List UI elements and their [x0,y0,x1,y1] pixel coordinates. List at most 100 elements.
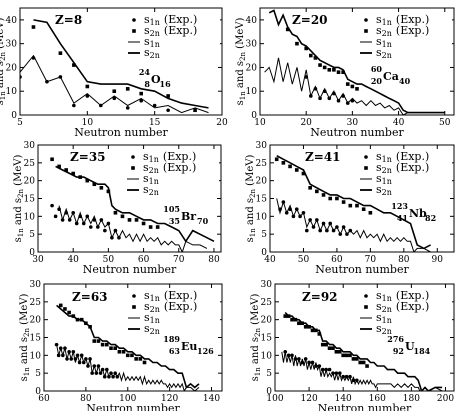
data-point-s2n-exp [112,89,117,94]
data-point-s2n-exp [71,171,75,176]
panel-z35: 30 40 50 60 70 80 0 5 10 15 20 25 30 Neutron number s1… [13,141,222,276]
data-point-s1n-exp [53,214,58,219]
data-point-s2n-exp [120,214,125,219]
y-tick-label: 25 [24,159,36,169]
y-tick-label: 10 [30,351,42,361]
y-tick-label: 5 [35,369,41,379]
data-point-s2n-exp [127,218,132,222]
legend-label: s2n [144,46,160,60]
y-tick-label: 15 [30,334,42,344]
data-point-s2n-exp [113,346,117,350]
x-axis-label: Neutron number [318,402,412,411]
data-point-s2n-exp [317,332,322,336]
series-s1n-exp [278,200,353,236]
legend-label: s2n (Exp.) [144,300,197,314]
legend-label: s1n [376,35,392,49]
nucleus-proton-number: 41 [397,213,408,223]
data-point-s2n-exp [63,307,67,311]
data-point-s1n-exp [72,103,76,108]
x-tick-label: 100 [266,394,283,404]
series-line-s2n-th [33,19,209,109]
data-point-s2n-exp [327,346,332,350]
data-point-s2n-exp [297,321,301,326]
legend-label: s1n (Exp.) [144,13,197,27]
data-point-s2n-exp [295,41,299,46]
data-point-s2n-exp [358,360,363,365]
nucleus-neutron-number: 82 [425,213,436,223]
plot-frame [19,7,223,116]
y-tick-label: 0 [11,111,17,121]
data-point-s2n-exp [125,353,130,358]
y-tick-label: 5 [29,230,35,240]
legend-background [358,12,452,59]
y-tick-label: 25 [261,298,273,308]
nucleus-label: 60 20 Ca 40 [371,64,411,86]
series-line-s1n-th [281,351,443,391]
z-label: Z=63 [72,290,108,304]
y-tick-label: 25 [256,159,268,169]
legend-marker-square [364,305,368,309]
y-axis-label: s1n and s2n (MeV) [0,18,7,106]
series-line-s1n-th [20,54,209,114]
y-tick-label: 25 [30,298,42,308]
nucleus-proton-number: 8 [144,79,150,89]
data-point-s2n-exp [92,182,97,187]
series-s2n-exp [274,157,373,215]
x-tick-label: 10 [82,118,94,128]
series-line-s2n-th [56,304,200,389]
legend-marker-circle [364,155,368,159]
x-axis-label: Neutron number [310,126,404,139]
series-line-s1n-th [264,57,445,115]
legend-label: s1n [376,172,392,186]
x-tick-label: 180 [403,394,420,404]
y-tick-label: 30 [30,280,42,290]
legend-background [126,288,220,335]
data-point-s2n-exp [166,94,170,98]
data-point-s2n-exp [121,349,126,354]
panel-z8: 5 10 15 20 0 10 20 30 40 Neutron number s1n and s2… [0,7,228,139]
data-point-s2n-exp [322,65,327,70]
data-point-s2n-exp [109,346,113,350]
data-point-s2n-exp [130,353,134,358]
data-point-s2n-exp [350,84,355,89]
data-point-s2n-exp [288,164,292,169]
data-point-s2n-exp [134,218,139,222]
nucleus-symbol: Nb [409,207,427,220]
data-point-s2n-exp [341,353,345,358]
data-point-s2n-exp [72,63,76,67]
data-point-s2n-exp [281,161,286,165]
nucleus-neutron-number: 126 [197,346,214,356]
legend-label: s1n [143,172,159,186]
data-point-s2n-exp [57,164,61,169]
y-tick-label: 5 [266,369,272,379]
y-axis-label: s1n and s2n (MeV) [235,18,247,106]
plot-frame [259,7,455,116]
y-axis-label: s1n and s2n (MeV) [250,294,262,382]
data-point-s2n-exp [113,210,118,215]
data-point-s1n-exp [152,103,157,108]
data-point-s2n-exp [348,353,352,358]
x-tick-label: 50 [298,255,310,265]
data-point-s2n-exp [332,68,336,72]
series-s1n-th [264,57,445,115]
data-point-s2n-exp [142,360,147,365]
nucleus-symbol: Br [181,210,196,223]
legend-marker-circle [364,294,368,298]
x-tick-label: 70 [365,255,377,265]
legend-label: s1n [144,35,160,49]
nucleus-proton-number: 92 [393,346,404,356]
y-tick-label: 0 [29,248,35,258]
x-tick-label: 140 [203,394,220,404]
x-tick-label: 70 [173,255,185,265]
nucleus-mass-number: 276 [387,334,404,344]
y-tick-label: 10 [24,212,36,222]
data-point-s2n-exp [64,168,68,172]
data-point-s2n-exp [285,27,290,32]
data-point-s2n-exp [331,346,335,350]
series-s1n-th [56,344,200,391]
x-tick-label: 5 [17,118,23,128]
